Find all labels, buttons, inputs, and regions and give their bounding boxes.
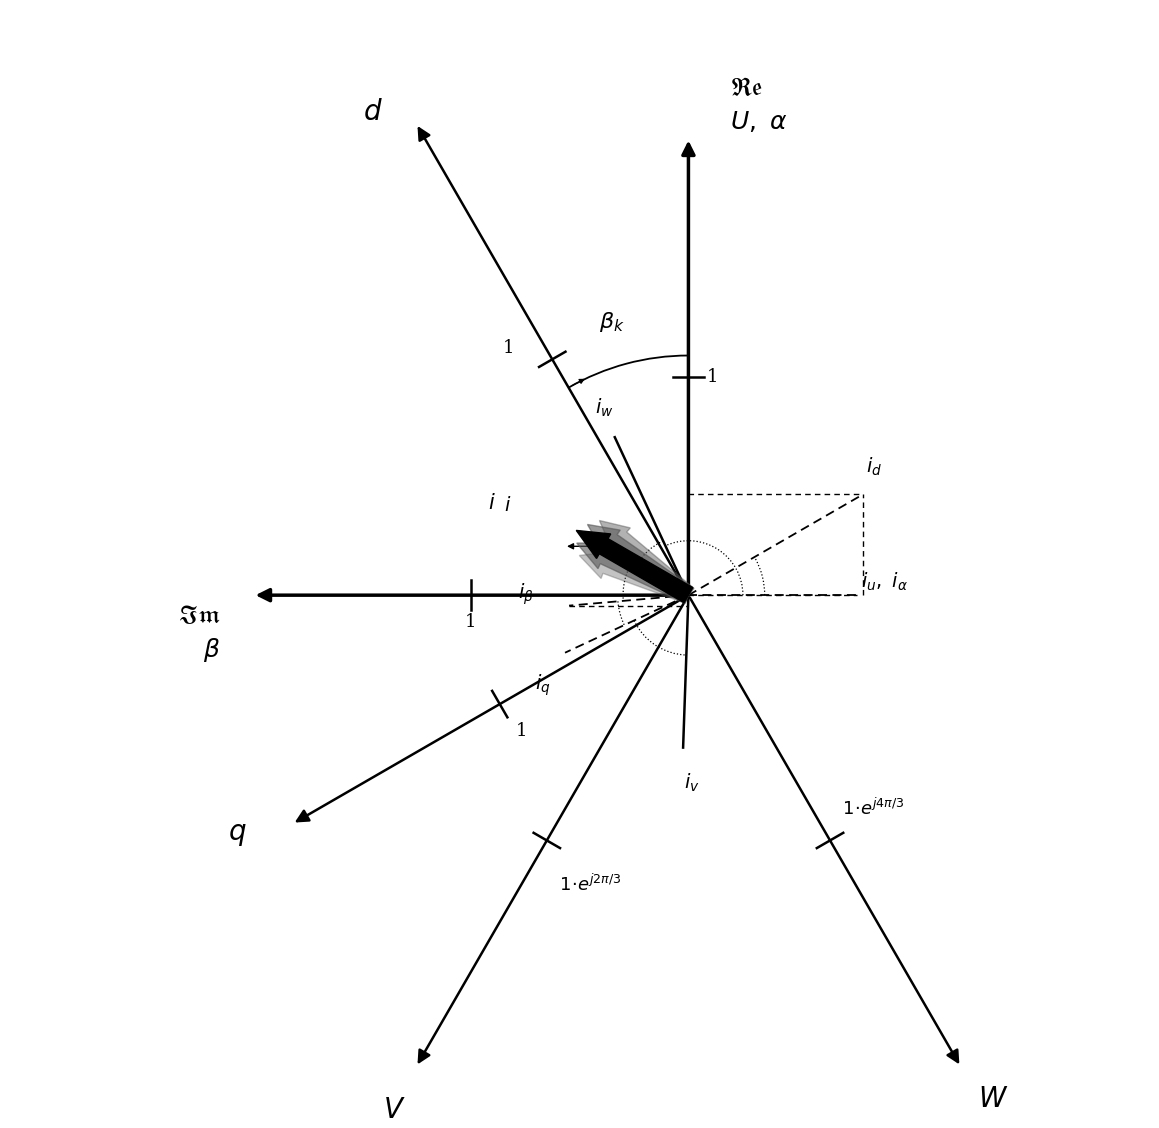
FancyArrow shape — [576, 530, 693, 602]
Text: $1\!\cdot\!e^{j4\pi/3}$: $1\!\cdot\!e^{j4\pi/3}$ — [843, 797, 905, 819]
Text: $1\!\cdot\!e^{j2\pi/3}$: $1\!\cdot\!e^{j2\pi/3}$ — [559, 873, 621, 895]
Text: $i$: $i$ — [488, 493, 496, 513]
Text: $\mathfrak{Re}$: $\mathfrak{Re}$ — [730, 77, 763, 100]
FancyArrow shape — [599, 520, 694, 602]
Text: 1: 1 — [503, 340, 515, 358]
Text: 1: 1 — [516, 722, 527, 740]
Text: $d$: $d$ — [363, 99, 382, 126]
Text: $V$: $V$ — [382, 1096, 406, 1123]
Text: $i_w$: $i_w$ — [595, 397, 613, 418]
Text: $W$: $W$ — [978, 1086, 1008, 1113]
Text: 1: 1 — [707, 369, 719, 386]
Text: $i_u,\ i_\alpha$: $i_u,\ i_\alpha$ — [861, 571, 909, 593]
Text: $i$: $i$ — [504, 496, 512, 514]
Text: $q$: $q$ — [228, 821, 247, 848]
Text: $i_\beta$: $i_\beta$ — [518, 582, 533, 608]
FancyArrow shape — [580, 552, 692, 603]
FancyArrow shape — [588, 525, 693, 602]
Text: $\mathfrak{Im}$: $\mathfrak{Im}$ — [177, 606, 220, 628]
FancyArrow shape — [577, 543, 692, 603]
Text: $i_v$: $i_v$ — [684, 772, 700, 794]
Text: $i_q$: $i_q$ — [535, 672, 551, 698]
Text: $\beta$: $\beta$ — [203, 636, 220, 663]
Text: $\beta_k$: $\beta_k$ — [599, 309, 625, 334]
Text: $i_d$: $i_d$ — [866, 456, 882, 478]
Text: $U,\ \alpha$: $U,\ \alpha$ — [730, 108, 787, 134]
Text: 1: 1 — [465, 614, 476, 632]
